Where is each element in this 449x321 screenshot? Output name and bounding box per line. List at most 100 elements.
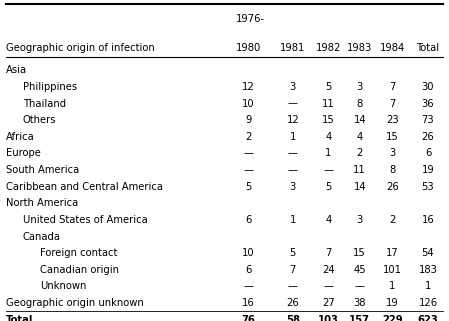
Text: 1: 1 — [425, 282, 431, 291]
Text: 3: 3 — [357, 215, 363, 225]
Text: 54: 54 — [422, 248, 434, 258]
Text: United States of America: United States of America — [23, 215, 148, 225]
Text: 4: 4 — [326, 132, 332, 142]
Text: 36: 36 — [422, 99, 434, 108]
Text: 5: 5 — [325, 82, 332, 92]
Text: 3: 3 — [290, 182, 296, 192]
Text: 38: 38 — [353, 298, 366, 308]
Text: 73: 73 — [422, 115, 434, 125]
Text: 6: 6 — [245, 215, 251, 225]
Text: 27: 27 — [322, 298, 335, 308]
Text: 5: 5 — [290, 248, 296, 258]
Text: 10: 10 — [242, 99, 255, 108]
Text: 76: 76 — [241, 315, 255, 321]
Text: 19: 19 — [386, 298, 399, 308]
Text: 11: 11 — [322, 99, 335, 108]
Text: —: — — [288, 99, 298, 108]
Text: 3: 3 — [290, 82, 296, 92]
Text: 14: 14 — [353, 182, 366, 192]
Text: 16: 16 — [422, 215, 434, 225]
Text: 183: 183 — [418, 265, 437, 275]
Text: 6: 6 — [245, 265, 251, 275]
Text: 103: 103 — [318, 315, 339, 321]
Text: —: — — [288, 165, 298, 175]
Text: 15: 15 — [386, 132, 399, 142]
Text: 3: 3 — [389, 148, 396, 159]
Text: Total: Total — [416, 43, 440, 53]
Text: 58: 58 — [286, 315, 300, 321]
Text: 623: 623 — [418, 315, 438, 321]
Text: 5: 5 — [325, 182, 332, 192]
Text: Total: Total — [6, 315, 33, 321]
Text: 16: 16 — [242, 298, 255, 308]
Text: 8: 8 — [357, 99, 363, 108]
Text: Africa: Africa — [6, 132, 35, 142]
Text: North America: North America — [6, 198, 78, 208]
Text: —: — — [323, 282, 334, 291]
Text: —: — — [323, 165, 334, 175]
Text: 101: 101 — [383, 265, 402, 275]
Text: 15: 15 — [322, 115, 335, 125]
Text: 53: 53 — [422, 182, 434, 192]
Text: Geographic origin of infection: Geographic origin of infection — [6, 43, 154, 53]
Text: 1980: 1980 — [236, 43, 261, 53]
Text: —: — — [243, 165, 253, 175]
Text: Others: Others — [23, 115, 56, 125]
Text: 19: 19 — [422, 165, 434, 175]
Text: 26: 26 — [386, 182, 399, 192]
Text: 157: 157 — [349, 315, 370, 321]
Text: 4: 4 — [357, 132, 363, 142]
Text: South America: South America — [6, 165, 79, 175]
Text: 9: 9 — [245, 115, 251, 125]
Text: Foreign contact: Foreign contact — [40, 248, 117, 258]
Text: —: — — [288, 148, 298, 159]
Text: 15: 15 — [353, 248, 366, 258]
Text: 7: 7 — [325, 248, 332, 258]
Text: 12: 12 — [242, 82, 255, 92]
Text: Asia: Asia — [6, 65, 27, 75]
Text: 1976-: 1976- — [236, 14, 265, 24]
Text: —: — — [288, 282, 298, 291]
Text: 17: 17 — [386, 248, 399, 258]
Text: 45: 45 — [353, 265, 366, 275]
Text: —: — — [355, 282, 365, 291]
Text: 10: 10 — [242, 248, 255, 258]
Text: Philippines: Philippines — [23, 82, 77, 92]
Text: 1: 1 — [389, 282, 396, 291]
Text: 126: 126 — [418, 298, 437, 308]
Text: 1984: 1984 — [380, 43, 405, 53]
Text: 1982: 1982 — [316, 43, 341, 53]
Text: Thailand: Thailand — [23, 99, 66, 108]
Text: 14: 14 — [353, 115, 366, 125]
Text: 4: 4 — [326, 215, 332, 225]
Text: 12: 12 — [286, 115, 299, 125]
Text: 1: 1 — [290, 132, 296, 142]
Text: 1: 1 — [325, 148, 332, 159]
Text: 1983: 1983 — [347, 43, 372, 53]
Text: Caribbean and Central America: Caribbean and Central America — [6, 182, 163, 192]
Text: 11: 11 — [353, 165, 366, 175]
Text: 30: 30 — [422, 82, 434, 92]
Text: Europe: Europe — [6, 148, 41, 159]
Text: Canadian origin: Canadian origin — [40, 265, 119, 275]
Text: 7: 7 — [389, 82, 396, 92]
Text: Geographic origin unknown: Geographic origin unknown — [6, 298, 144, 308]
Text: 229: 229 — [382, 315, 403, 321]
Text: 1981: 1981 — [280, 43, 305, 53]
Text: 23: 23 — [386, 115, 399, 125]
Text: 1: 1 — [290, 215, 296, 225]
Text: Canada: Canada — [23, 231, 61, 241]
Text: 8: 8 — [389, 165, 396, 175]
Text: 2: 2 — [245, 132, 251, 142]
Text: 7: 7 — [290, 265, 296, 275]
Text: —: — — [243, 148, 253, 159]
Text: 5: 5 — [245, 182, 251, 192]
Text: 3: 3 — [357, 82, 363, 92]
Text: —: — — [243, 282, 253, 291]
Text: 2: 2 — [357, 148, 363, 159]
Text: 2: 2 — [389, 215, 396, 225]
Text: 26: 26 — [422, 132, 434, 142]
Text: 24: 24 — [322, 265, 335, 275]
Text: 26: 26 — [286, 298, 299, 308]
Text: Unknown: Unknown — [40, 282, 86, 291]
